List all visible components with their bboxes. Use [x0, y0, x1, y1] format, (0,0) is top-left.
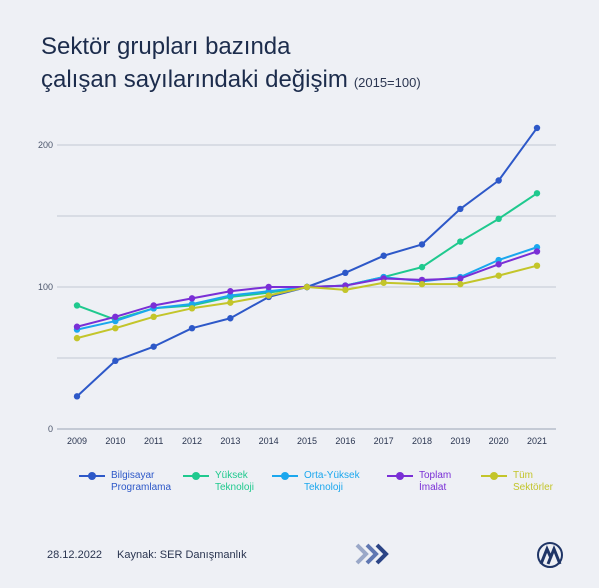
legend-label: Toplam İmalat [419, 470, 452, 493]
x-tick-label: 2013 [220, 436, 240, 446]
title-line-2-text: çalışan sayılarındaki değişim [41, 66, 348, 93]
legend-marker-icon [183, 470, 209, 482]
legend-label: Tüm Sektörler [513, 470, 554, 493]
x-tick-label: 2012 [182, 436, 202, 446]
y-tick-labels: 0 100 200 [38, 140, 53, 434]
data-point [495, 272, 502, 279]
legend-item-toplam-imalat: Toplam İmalat [387, 470, 451, 494]
data-point [380, 279, 387, 286]
data-point [303, 283, 311, 291]
x-tick-label: 2018 [412, 436, 432, 446]
x-tick-label: 2014 [259, 436, 279, 446]
data-point [150, 302, 157, 309]
data-point [457, 275, 464, 282]
x-tick-label: 2019 [450, 436, 470, 446]
data-point [495, 215, 502, 223]
legend-item-bilgisayar-programlama: Bilgisayar Programlama [79, 470, 171, 494]
data-point [533, 262, 541, 269]
x-tick-label: 2010 [105, 436, 125, 446]
legend-label: Yüksek Teknoloji [215, 470, 254, 493]
legend-marker-icon [272, 470, 298, 482]
x-tick-label: 2011 [144, 436, 163, 446]
x-tick-label: 2020 [489, 436, 509, 446]
series-line [76, 192, 538, 321]
legend-item-tum-sektorler: Tüm Sektörler [481, 470, 553, 494]
legend-label: Bilgisayar Programlama [111, 470, 172, 493]
legend-item-orta-yuksek-teknoloji: Orta-Yüksek Teknoloji [272, 470, 360, 494]
source-note: Kaynak: SER Danışmanlık [117, 549, 247, 561]
data-point [457, 280, 464, 288]
data-point [188, 295, 196, 302]
legend-marker-icon [387, 470, 413, 482]
data-point [418, 241, 426, 248]
data-point [73, 302, 81, 309]
data-point [418, 263, 426, 271]
data-point [150, 313, 157, 321]
series-line [76, 127, 538, 398]
title-line-2: çalışan sayılarındaki değişim (2015=100) [41, 63, 421, 99]
data-point [342, 269, 349, 276]
data-point [73, 334, 81, 342]
data-point [457, 205, 464, 213]
data-point [495, 261, 502, 268]
legend-marker-icon [79, 470, 105, 482]
aa-logo-icon [537, 542, 563, 568]
y-tick-label: 200 [38, 140, 53, 150]
legend-label: Orta-Yüksek Teknoloji [304, 470, 360, 493]
chart-title: Sektör grupları bazında çalışan sayıları… [41, 30, 421, 99]
data-point [380, 252, 387, 259]
data-point [150, 343, 157, 350]
legend-item-yuksek-teknoloji: Yüksek Teknoloji [183, 470, 254, 494]
data-point [495, 177, 502, 184]
data-point [227, 299, 234, 306]
data-point [73, 393, 81, 400]
data-point [457, 238, 464, 245]
data-point [188, 305, 196, 312]
data-point [533, 190, 541, 197]
data-point [112, 313, 119, 321]
chart-subtitle: (2015=100) [353, 75, 421, 90]
line-chart: 0 100 200 2009 2010 2011 2012 2013 2014 2015 2016… [38, 124, 556, 446]
data-point [533, 124, 541, 132]
data-point [265, 283, 272, 291]
triple-chevron-right-icon [355, 543, 389, 565]
data-point [418, 280, 426, 288]
data-point [265, 292, 272, 299]
data-point [112, 324, 119, 332]
data-point [73, 323, 81, 330]
x-tick-label: 2016 [335, 436, 355, 446]
legend-marker-icon [481, 470, 507, 482]
y-tick-label: 0 [48, 424, 53, 434]
publish-date: 28.12.2022 [47, 549, 103, 561]
x-tick-label: 2021 [527, 436, 547, 446]
x-tick-label: 2015 [297, 436, 317, 446]
data-point [533, 248, 541, 255]
series-lines [73, 124, 541, 400]
data-point [112, 357, 119, 365]
x-tick-labels: 2009 2010 2011 2012 2013 2014 2015 2016 2017 2018… [67, 436, 547, 446]
series-t-m-sekt-rler [73, 262, 541, 342]
y-tick-label: 100 [38, 282, 53, 292]
data-point [227, 288, 234, 295]
data-point [227, 315, 234, 322]
title-line-1: Sektör grupları bazında [41, 33, 291, 60]
x-tick-label: 2009 [67, 436, 87, 446]
data-point [188, 324, 196, 332]
data-point [342, 286, 349, 294]
x-tick-label: 2017 [374, 436, 394, 446]
series-y-ksek-teknoloji [73, 190, 541, 323]
